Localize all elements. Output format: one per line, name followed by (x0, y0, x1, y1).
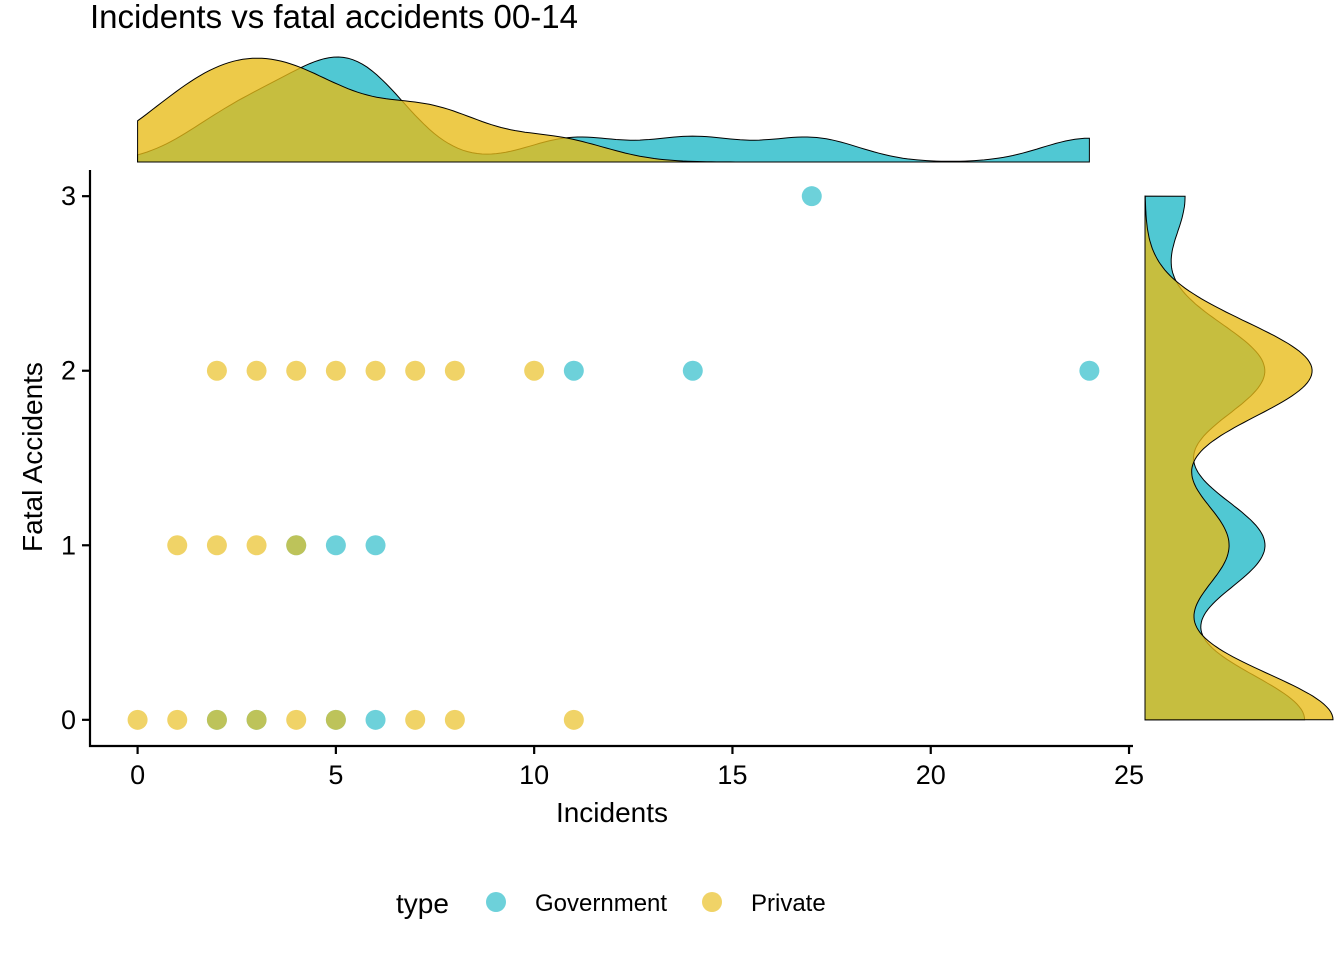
y-tick-label: 0 (61, 705, 76, 735)
y-tick-label: 2 (61, 356, 76, 386)
x-tick-label: 5 (328, 760, 343, 790)
data-point-private (563, 709, 584, 730)
data-point-government (682, 360, 703, 381)
y-axis-title: Fatal Accidents (17, 362, 48, 552)
y-tick-label: 3 (61, 181, 76, 211)
data-point-private (365, 360, 386, 381)
data-point-private (286, 535, 307, 556)
legend: type Government Private (396, 888, 826, 919)
data-point-private (405, 709, 426, 730)
data-point-private (167, 709, 188, 730)
axis-lines (88, 170, 1133, 748)
axes: 0 5 10 15 20 25 0 1 2 3 (61, 170, 1144, 790)
data-point-government (365, 709, 386, 730)
data-point-government (325, 535, 346, 556)
chart-title: Incidents vs fatal accidents 00-14 (90, 0, 578, 35)
data-point-private (246, 709, 267, 730)
data-point-private (444, 360, 465, 381)
data-point-private (167, 535, 188, 556)
x-tick-label: 10 (519, 760, 549, 790)
data-point-private (246, 360, 267, 381)
data-point-private (524, 360, 545, 381)
top-density-private (137, 57, 1090, 163)
x-axis-title: Incidents (556, 797, 668, 828)
y-tick-label: 1 (61, 530, 76, 560)
legend-swatch-private (702, 892, 722, 912)
data-point-private (325, 709, 346, 730)
x-tick-label: 20 (916, 760, 946, 790)
data-point-private (444, 709, 465, 730)
data-point-government (1079, 360, 1100, 381)
data-point-private (286, 709, 307, 730)
right-marginal-density (1144, 195, 1334, 721)
legend-label-government: Government (535, 890, 667, 917)
legend-label-private: Private (751, 890, 826, 917)
right-density-private (1144, 195, 1334, 721)
scatter-points (127, 186, 1100, 730)
data-point-private (127, 709, 148, 730)
data-point-government (563, 360, 584, 381)
data-point-government (365, 535, 386, 556)
data-point-private (206, 709, 227, 730)
legend-swatch-government (486, 892, 506, 912)
data-point-private (286, 360, 307, 381)
data-point-private (325, 360, 346, 381)
data-point-private (246, 535, 267, 556)
data-point-private (206, 535, 227, 556)
data-point-private (405, 360, 426, 381)
legend-title: type (396, 888, 449, 919)
top-marginal-density (137, 56, 1090, 163)
data-point-private (206, 360, 227, 381)
x-tick-label: 25 (1114, 760, 1144, 790)
x-tick-label: 0 (130, 760, 145, 790)
data-point-government (801, 186, 822, 207)
x-tick-label: 15 (717, 760, 747, 790)
